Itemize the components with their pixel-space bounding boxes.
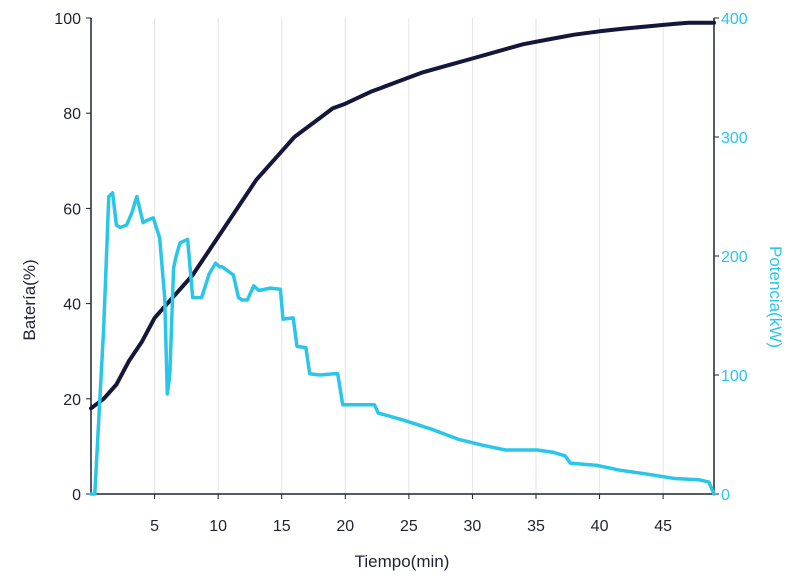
y-right-tick-label: 400 — [721, 11, 748, 28]
x-tick-label: 40 — [591, 518, 609, 535]
x-axis-title: Tiempo(min) — [355, 552, 450, 571]
y-right-tick-label: 0 — [721, 487, 730, 504]
axes — [86, 17, 719, 499]
tick-labels: 0 20 40 60 80 100 0 100 200 300 400 5 10 15 20 25 30 35 40… — [54, 11, 748, 535]
x-tick-label: 20 — [336, 518, 354, 535]
x-tick-label: 5 — [150, 518, 159, 535]
x-tick-label: 15 — [273, 518, 291, 535]
y-left-tick-label: 80 — [63, 106, 81, 123]
y-left-tick-label: 60 — [63, 201, 81, 218]
y-left-axis-title: Batería(%) — [20, 259, 39, 340]
y-left-tick-label: 0 — [72, 487, 81, 504]
x-tick-label: 45 — [654, 518, 672, 535]
y-left-tick-label: 100 — [54, 11, 81, 28]
x-tick-label: 35 — [527, 518, 545, 535]
vertical-gridlines — [154, 18, 664, 494]
y-right-tick-label: 300 — [721, 130, 748, 147]
battery-line — [89, 20, 716, 411]
y-left-tick-label: 40 — [63, 297, 81, 314]
y-right-tick-label: 200 — [721, 249, 748, 266]
data-series — [89, 20, 716, 496]
x-tick-label: 25 — [400, 518, 418, 535]
x-tick-label: 30 — [464, 518, 482, 535]
x-tick-label: 10 — [209, 518, 227, 535]
power-line — [89, 191, 716, 496]
y-right-axis-title: Potencia(kW) — [766, 246, 785, 348]
y-left-tick-label: 20 — [63, 392, 81, 409]
y-right-tick-label: 100 — [721, 368, 748, 385]
